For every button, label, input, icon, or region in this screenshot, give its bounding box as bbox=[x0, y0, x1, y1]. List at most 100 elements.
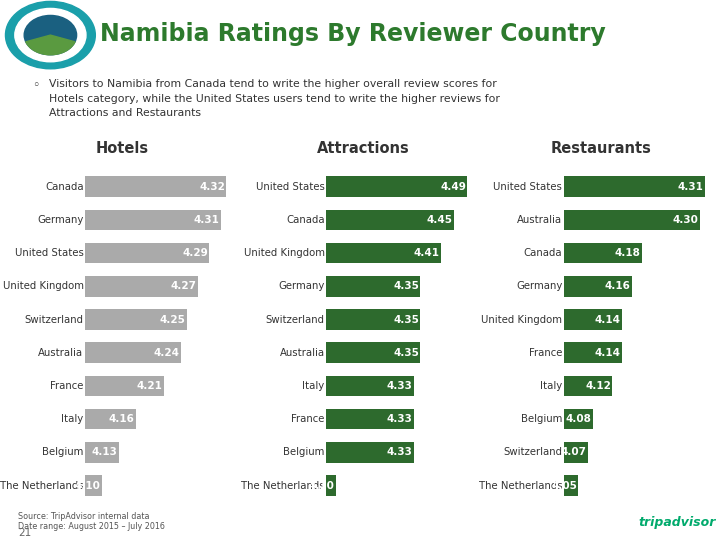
Text: 4.08: 4.08 bbox=[566, 414, 592, 424]
Bar bbox=[326, 475, 336, 496]
Text: 4.29: 4.29 bbox=[182, 248, 208, 258]
Text: Attractions: Attractions bbox=[318, 141, 410, 156]
Text: 4.05: 4.05 bbox=[551, 481, 577, 491]
Text: Belgium: Belgium bbox=[521, 414, 562, 424]
Circle shape bbox=[6, 2, 95, 69]
Text: 4.31: 4.31 bbox=[194, 215, 219, 225]
Text: 4.30: 4.30 bbox=[673, 215, 699, 225]
Text: 4.33: 4.33 bbox=[387, 414, 413, 424]
Text: 4.12: 4.12 bbox=[585, 381, 611, 391]
Bar bbox=[326, 309, 420, 330]
Text: ◦: ◦ bbox=[32, 79, 39, 92]
Text: 4.07: 4.07 bbox=[561, 447, 587, 457]
Text: United States: United States bbox=[14, 248, 84, 258]
Text: 4.45: 4.45 bbox=[427, 215, 453, 225]
Bar bbox=[326, 210, 454, 230]
Text: tripadvisor: tripadvisor bbox=[639, 516, 716, 530]
Text: Source: TripAdvisor internal data
Date range: August 2015 – July 2016: Source: TripAdvisor internal data Date r… bbox=[19, 512, 165, 531]
Text: 4.35: 4.35 bbox=[393, 281, 419, 292]
Bar bbox=[85, 376, 164, 396]
Text: Italy: Italy bbox=[540, 381, 562, 391]
Bar bbox=[564, 309, 622, 330]
Text: Belgium: Belgium bbox=[284, 447, 325, 457]
Bar bbox=[564, 210, 701, 230]
Text: Switzerland: Switzerland bbox=[503, 447, 562, 457]
Bar bbox=[326, 409, 414, 429]
Bar bbox=[326, 442, 414, 463]
Text: 4.16: 4.16 bbox=[605, 281, 631, 292]
Text: France: France bbox=[292, 414, 325, 424]
Bar bbox=[564, 409, 593, 429]
Text: United Kingdom: United Kingdom bbox=[244, 248, 325, 258]
Bar bbox=[564, 475, 578, 496]
Text: Italy: Italy bbox=[61, 414, 84, 424]
Text: 4.33: 4.33 bbox=[387, 447, 413, 457]
Circle shape bbox=[24, 16, 76, 55]
Text: The Netherlands: The Netherlands bbox=[479, 481, 562, 491]
Text: United States: United States bbox=[256, 181, 325, 192]
Text: 4.13: 4.13 bbox=[91, 447, 117, 457]
Text: Namibia Ratings By Reviewer Country: Namibia Ratings By Reviewer Country bbox=[100, 22, 606, 46]
Text: 4.24: 4.24 bbox=[153, 348, 180, 358]
Bar bbox=[85, 442, 119, 463]
Text: Belgium: Belgium bbox=[42, 447, 84, 457]
Bar bbox=[326, 342, 420, 363]
Bar bbox=[564, 342, 622, 363]
Text: Hotels: Hotels bbox=[96, 141, 149, 156]
Text: 4.18: 4.18 bbox=[614, 248, 640, 258]
Text: Australia: Australia bbox=[279, 348, 325, 358]
Text: 4.27: 4.27 bbox=[171, 281, 197, 292]
Text: Canada: Canada bbox=[286, 215, 325, 225]
Text: Canada: Canada bbox=[45, 181, 84, 192]
Bar bbox=[85, 475, 102, 496]
Text: Switzerland: Switzerland bbox=[266, 314, 325, 325]
Wedge shape bbox=[26, 35, 75, 55]
Text: 4.10: 4.10 bbox=[75, 481, 101, 491]
Text: Germany: Germany bbox=[37, 215, 84, 225]
Text: The Netherlands: The Netherlands bbox=[0, 481, 84, 491]
Bar bbox=[85, 243, 210, 264]
Text: United Kingdom: United Kingdom bbox=[482, 314, 562, 325]
Bar bbox=[85, 309, 186, 330]
Text: 21: 21 bbox=[19, 528, 32, 538]
Bar bbox=[326, 276, 420, 296]
Bar bbox=[326, 243, 441, 264]
Text: Switzerland: Switzerland bbox=[24, 314, 84, 325]
Bar bbox=[85, 210, 220, 230]
Bar bbox=[564, 376, 613, 396]
Text: United Kingdom: United Kingdom bbox=[3, 281, 84, 292]
Text: 4.25: 4.25 bbox=[159, 314, 185, 325]
Bar bbox=[564, 442, 588, 463]
Circle shape bbox=[15, 9, 86, 62]
Text: The Netherlands: The Netherlands bbox=[241, 481, 325, 491]
Text: 4.35: 4.35 bbox=[393, 348, 419, 358]
Bar bbox=[564, 276, 632, 296]
Bar bbox=[326, 177, 467, 197]
Text: 4.14: 4.14 bbox=[595, 314, 621, 325]
Text: Restaurants: Restaurants bbox=[551, 141, 652, 156]
Text: Visitors to Namibia from Canada tend to write the higher overall review scores f: Visitors to Namibia from Canada tend to … bbox=[49, 79, 500, 118]
Text: 4.16: 4.16 bbox=[109, 414, 135, 424]
Text: 4.35: 4.35 bbox=[393, 314, 419, 325]
Bar bbox=[564, 243, 642, 264]
Text: 4.32: 4.32 bbox=[199, 181, 225, 192]
Text: Germany: Germany bbox=[279, 281, 325, 292]
Text: 4.49: 4.49 bbox=[440, 181, 466, 192]
Bar bbox=[564, 177, 705, 197]
Text: France: France bbox=[50, 381, 84, 391]
Bar bbox=[85, 409, 136, 429]
Text: United States: United States bbox=[493, 181, 562, 192]
Bar bbox=[85, 177, 226, 197]
Text: 4.14: 4.14 bbox=[595, 348, 621, 358]
Text: Germany: Germany bbox=[516, 281, 562, 292]
Bar bbox=[85, 342, 181, 363]
Text: 4.41: 4.41 bbox=[413, 248, 439, 258]
Text: Australia: Australia bbox=[38, 348, 84, 358]
Text: Australia: Australia bbox=[517, 215, 562, 225]
Text: 4.33: 4.33 bbox=[387, 381, 413, 391]
Text: Canada: Canada bbox=[523, 248, 562, 258]
Text: 4.21: 4.21 bbox=[137, 381, 163, 391]
Text: 4.31: 4.31 bbox=[678, 181, 703, 192]
Bar bbox=[85, 276, 198, 296]
Text: 4.10: 4.10 bbox=[309, 481, 335, 491]
